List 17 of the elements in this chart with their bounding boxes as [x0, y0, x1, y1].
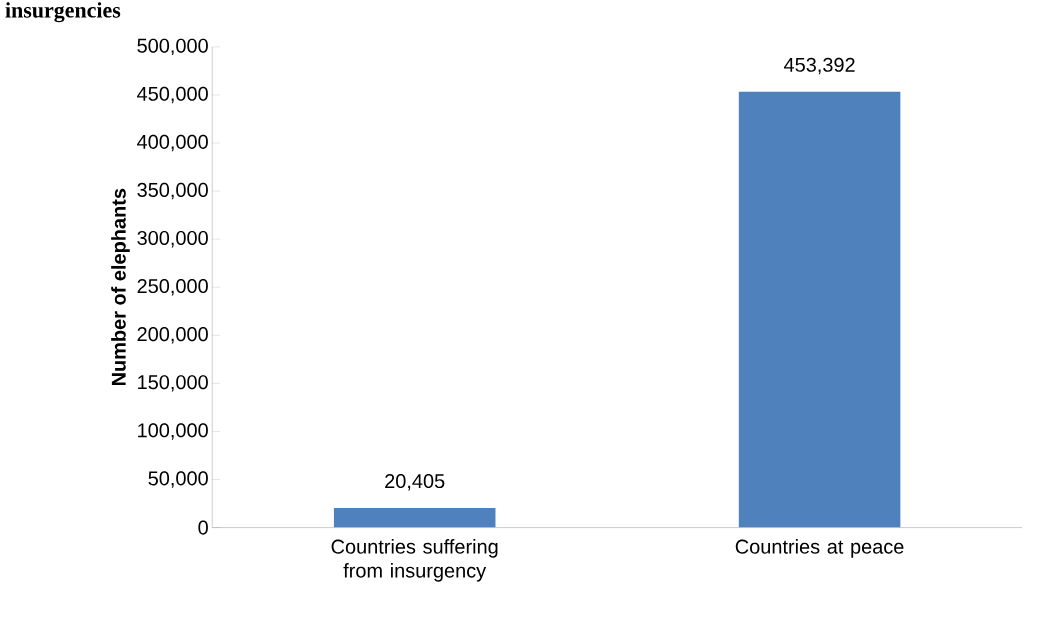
- y-tick-label: 350,000: [137, 182, 208, 200]
- y-tick-label: 300,000: [137, 230, 208, 248]
- y-tick-label: 400,000: [137, 134, 208, 152]
- data-label: 20,405: [385, 473, 445, 491]
- y-tick-label: 250,000: [137, 278, 208, 296]
- y-tick-label: 50,000: [148, 471, 208, 488]
- data-label: 453,392: [784, 57, 855, 75]
- x-tick-label: Countries suffering from insurgency: [331, 538, 498, 582]
- x-tick-label: Countries at peace: [735, 538, 904, 558]
- y-tick-label: 100,000: [138, 423, 208, 440]
- y-tick-label: 200,000: [137, 326, 208, 344]
- y-tick-label: 500,000: [137, 38, 208, 55]
- y-tick-label: 150,000: [138, 374, 208, 392]
- y-tick-label: 0: [198, 520, 208, 535]
- y-tick-label: 450,000: [137, 86, 208, 104]
- y-axis-title: Number of elephants: [111, 188, 130, 385]
- chart-title: insurgencies: [5, 2, 121, 23]
